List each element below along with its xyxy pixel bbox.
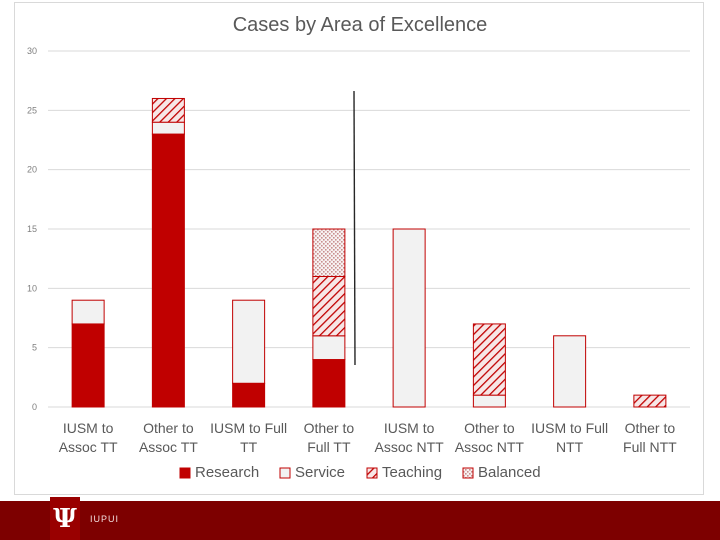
y-tick-label: 0: [32, 402, 37, 412]
x-category-label: Full NTT: [623, 439, 677, 455]
bar-research-2: [232, 382, 266, 408]
x-category-label: Full TT: [307, 439, 351, 455]
x-category-label: Other to: [464, 420, 515, 436]
legend-swatch-service: [279, 467, 291, 479]
iu-trident-logo: Ψ: [50, 497, 80, 540]
x-category-label: Other to: [143, 420, 194, 436]
bar-research-0: [71, 323, 105, 408]
bar-balanced-3: [312, 228, 346, 277]
x-category-label: NTT: [556, 439, 584, 455]
footer-institution-text: IUPUI: [90, 514, 120, 524]
y-tick-label: 15: [27, 224, 37, 234]
trident-icon: Ψ: [53, 503, 77, 534]
x-category-label: Other to: [304, 420, 355, 436]
legend-label-balanced: Balanced: [478, 464, 541, 481]
x-category-label: IUSM to: [384, 420, 435, 436]
bar-teaching-7: [633, 394, 667, 408]
bar-teaching-3: [312, 275, 346, 337]
bar-service-5: [472, 394, 506, 408]
footer-bar: [0, 501, 720, 540]
chart-svg: Cases by Area of Excellence 0 5 10 15 20 25 30…: [27, 14, 690, 481]
x-category-label: IUSM to Full: [210, 420, 287, 436]
y-tick-label: 30: [27, 46, 37, 56]
chart-title: Cases by Area of Excellence: [233, 14, 488, 36]
bar-teaching-5: [472, 323, 506, 396]
chart-panel: Cases by Area of Excellence 0 5 10 15 20 25 30…: [14, 2, 704, 495]
legend-swatch-research: [179, 467, 191, 479]
x-category-label: Assoc TT: [59, 439, 118, 455]
legend-swatch-teaching: [366, 467, 378, 479]
divider-line: [353, 90, 356, 366]
x-category-label: TT: [240, 439, 258, 455]
bar-service-2: [232, 299, 266, 384]
bar-teaching-1: [151, 97, 185, 123]
x-category-label: Assoc TT: [139, 439, 198, 455]
x-category-label: Assoc NTT: [455, 439, 525, 455]
x-category-label: IUSM to Full: [531, 420, 608, 436]
bar-service-4: [392, 228, 426, 408]
y-tick-label: 20: [27, 165, 37, 175]
x-category-label: Assoc NTT: [375, 439, 445, 455]
x-category-label: Other to: [625, 420, 676, 436]
legend-label-service: Service: [295, 464, 345, 481]
x-category-label: IUSM to: [63, 420, 114, 436]
y-tick-label: 25: [27, 105, 37, 115]
y-tick-label: 10: [27, 283, 37, 293]
bar-research-3: [312, 359, 346, 408]
bar-service-1: [151, 121, 185, 135]
legend-label-teaching: Teaching: [382, 464, 442, 481]
bar-service-6: [553, 335, 587, 408]
y-tick-label: 5: [32, 343, 37, 353]
bar-research-1: [151, 133, 185, 408]
bar-service-3: [312, 335, 346, 361]
legend-label-research: Research: [195, 464, 259, 481]
bar-service-0: [71, 299, 105, 325]
legend-swatch-balanced: [462, 467, 474, 479]
